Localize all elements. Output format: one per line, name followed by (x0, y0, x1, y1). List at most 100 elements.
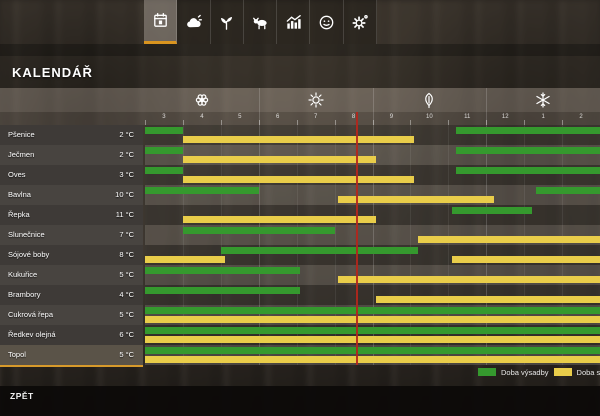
gridline (486, 88, 488, 365)
crop-name: Cukrová řepa (8, 310, 54, 319)
planting-bar (145, 127, 183, 134)
crop-name: Oves (8, 170, 26, 179)
gridline (334, 125, 336, 365)
harvest-bar (418, 236, 600, 243)
harvest-bar (182, 176, 415, 183)
harvest-bar (182, 136, 415, 143)
gridline (258, 88, 260, 365)
germination-temp: 10 °C (115, 190, 134, 199)
crop-name: Ředkev olejná (8, 330, 56, 339)
germination-temp: 5 °C (119, 270, 134, 279)
crop-name: Pšenice (8, 130, 35, 139)
autumn-icon (419, 90, 439, 110)
crop-name: Bavlna (8, 190, 31, 199)
month-label: 12 (501, 114, 509, 120)
crop-row-9[interactable]: Brambory 4 °C (0, 285, 143, 305)
harvest-swatch (553, 368, 572, 376)
tab-animals[interactable] (243, 0, 278, 44)
month-label: 7 (313, 114, 318, 120)
planting-swatch (478, 368, 496, 376)
crop-name: Řepka (8, 210, 30, 219)
bottom-bar: ZPĚT (0, 386, 600, 416)
month-label: 1 (541, 114, 545, 120)
chart-area (145, 125, 600, 365)
germination-temp: 2 °C (119, 130, 134, 139)
ruler-tick (258, 120, 260, 125)
month-ruler (0, 112, 600, 125)
header-shadow (0, 44, 600, 56)
planting-bar (145, 327, 600, 334)
tab-help[interactable] (310, 0, 344, 44)
crop-row-3[interactable]: Oves 3 °C (0, 165, 143, 185)
gridline (448, 125, 450, 365)
tab-weather[interactable] (177, 0, 211, 44)
harvest-bar (145, 316, 600, 323)
nav-tabs (144, 0, 378, 44)
crop-name: Kukuřice (8, 270, 38, 279)
harvest-bar (145, 256, 225, 263)
gridline (296, 125, 298, 365)
month-label: 11 (464, 114, 471, 120)
current-day-line (356, 112, 359, 365)
germination-temp: 8 °C (119, 250, 134, 259)
tab-statistics[interactable] (277, 0, 311, 44)
gridline (410, 125, 412, 365)
ruler-tick (524, 120, 526, 125)
crop-row-10[interactable]: Cukrová řepa 5 °C (0, 305, 143, 325)
crop-row-4[interactable]: Bavlna 10 °C (0, 185, 143, 205)
crop-row-5[interactable]: Řepka 11 °C (0, 205, 143, 225)
gridline (372, 88, 374, 365)
crop-row-12[interactable]: Topol 5 °C (0, 345, 143, 365)
back-button[interactable]: ZPĚT (10, 391, 34, 401)
germination-temp: 3 °C (119, 170, 134, 179)
animals-icon (252, 17, 267, 29)
planting-bar (220, 247, 418, 254)
statistics-icon (286, 14, 301, 29)
gridline (220, 125, 222, 365)
crop-name: Sójové boby (8, 250, 50, 259)
plant-icon (221, 16, 233, 30)
month-label: 2 (579, 114, 583, 120)
tab-calendar[interactable] (144, 0, 178, 44)
ruler-tick (296, 120, 298, 125)
harvest-bar (182, 156, 377, 163)
month-label: 4 (200, 114, 204, 120)
planting-bar (145, 307, 600, 314)
crop-row-8[interactable]: Kukuřice 5 °C (0, 265, 143, 285)
weather-icon (187, 14, 202, 27)
tab-settings[interactable] (343, 0, 378, 44)
settings-icon (352, 14, 369, 30)
harvest-bar (452, 256, 600, 263)
planting-bar (182, 227, 335, 234)
planting-bar (535, 187, 600, 194)
planting-bar (145, 147, 183, 154)
crop-row-11[interactable]: Ředkev olejná 6 °C (0, 325, 143, 345)
ruler-tick (182, 120, 184, 125)
planting-bar (145, 167, 183, 174)
germination-temp: 11 °C (115, 210, 134, 219)
germination-temp: 5 °C (119, 310, 134, 319)
ruler-tick (220, 120, 222, 125)
planting-bar (455, 127, 600, 134)
planting-bar (145, 347, 600, 354)
planting-bar (145, 187, 259, 194)
gridline (562, 125, 564, 365)
calendar-icon (153, 12, 167, 27)
germination-temp: 6 °C (119, 330, 134, 339)
winter-icon (533, 90, 553, 110)
month-label: 6 (276, 114, 280, 120)
crop-row-1[interactable]: Pšenice 2 °C (0, 125, 143, 145)
title-bar: KALENDÁŘ (0, 56, 600, 88)
crop-row-2[interactable]: Ječmen 2 °C (0, 145, 143, 165)
crop-row-6[interactable]: Slunečnice 7 °C (0, 225, 143, 245)
crop-name: Brambory (8, 290, 41, 299)
germination-temp: 4 °C (119, 290, 134, 299)
ruler-tick (372, 120, 374, 125)
crop-row-7[interactable]: Sójové boby 8 °C (0, 245, 143, 265)
germination-temp: 2 °C (119, 150, 134, 159)
ruler-tick (486, 120, 488, 125)
tab-plant[interactable] (210, 0, 244, 44)
month-label: 10 (426, 114, 433, 120)
harvest-bar (338, 276, 600, 283)
